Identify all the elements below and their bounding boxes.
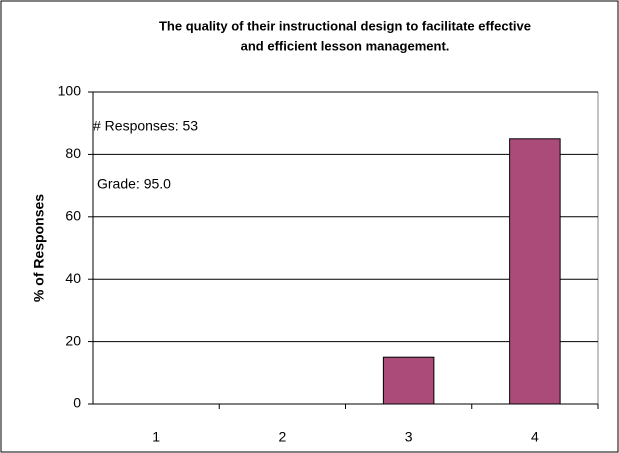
bar	[382, 356, 435, 405]
y-tick-label: 20	[65, 332, 81, 348]
x-tick-label: 2	[278, 429, 286, 445]
chart-title: The quality of their instructional desig…	[159, 18, 531, 33]
y-tick-label: 60	[65, 208, 81, 224]
bar	[509, 138, 561, 405]
y-tick-label: 0	[73, 395, 81, 411]
annotation: Grade: 95.0	[97, 176, 171, 192]
y-tick-label: 100	[58, 83, 82, 99]
x-tick-label: 1	[152, 429, 160, 445]
x-tick-label: 3	[405, 429, 413, 445]
y-axis-label: % of Responses	[31, 194, 47, 302]
y-tick-label: 80	[65, 145, 81, 161]
chart-title: and efficient lesson management.	[241, 38, 450, 53]
x-tick-label: 4	[531, 429, 539, 445]
annotation: # Responses: 53	[93, 118, 198, 134]
y-tick-label: 40	[65, 270, 81, 286]
